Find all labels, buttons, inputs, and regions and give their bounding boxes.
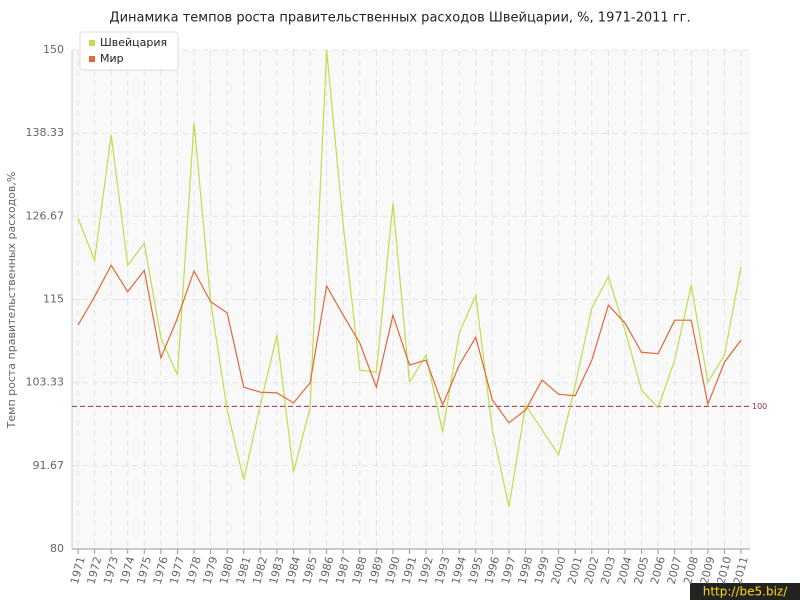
- series-line: [77, 264, 742, 424]
- y-axis-label: Темп роста правительственных расходов,%: [5, 172, 18, 430]
- watermark: http://be5.biz/: [703, 585, 788, 599]
- legend-box: [79, 31, 179, 71]
- y-tick-label: 91.67: [33, 459, 65, 472]
- y-tick-label: 115: [43, 293, 64, 306]
- y-tick-label: 80: [50, 542, 64, 555]
- y-tick-label: 126.67: [26, 209, 65, 222]
- legend-label: Мир: [100, 52, 124, 65]
- reference-label: 100: [752, 402, 767, 411]
- y-tick-label: 103.33: [26, 376, 65, 389]
- watermark-bg: [690, 583, 800, 600]
- chart-title: Динамика темпов роста правительственных …: [109, 11, 690, 26]
- legend-swatch: [89, 40, 95, 46]
- series-line: [77, 49, 742, 508]
- x-tick-label: 2011: [731, 555, 751, 585]
- y-tick-label: 150: [43, 43, 64, 56]
- legend-swatch: [89, 56, 95, 62]
- y-tick-label: 138.33: [26, 126, 65, 139]
- legend-label: Швейцария: [100, 36, 167, 49]
